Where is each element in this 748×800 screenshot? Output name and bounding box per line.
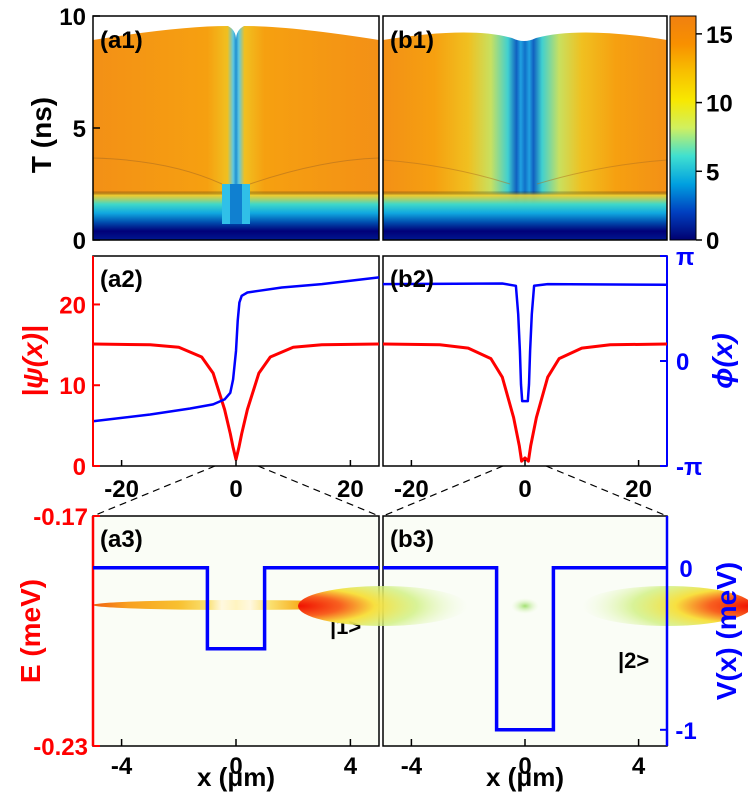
- a2-x-tick-label: -20: [104, 476, 139, 503]
- spectrum-b3-center-spot: [511, 598, 539, 614]
- plot-a2-left-tick-label: 10: [59, 373, 86, 400]
- spectrum-a3-frame: [92, 515, 380, 747]
- spectrum-a3-x-axis-label: x (μm): [197, 762, 275, 792]
- zoom-guides: [92, 465, 668, 517]
- zoom-guide-line: [257, 465, 380, 517]
- heatmap-a1-tick-label: 0: [73, 228, 86, 255]
- colorbar-tick-label: 5: [706, 159, 719, 186]
- heatmap-a1-y-ticks: 0 5 10: [59, 4, 100, 255]
- spectrum-b3-x-axis-label: x (μm): [486, 762, 564, 792]
- spectrum-b3-left-lobe: [298, 586, 468, 626]
- plot-a2-left-tick-label: 20: [59, 292, 86, 319]
- a2-series-right: [92, 276, 380, 423]
- heatmap-b1-bottom-layer: [383, 16, 667, 240]
- colorbar-ticks: 0 5 10 15: [696, 22, 733, 255]
- zoom-guide-line: [92, 465, 216, 517]
- spectrum-a3-x-ticks: -4 0 4: [111, 739, 358, 780]
- plot-b2-right-tick-label: 0: [676, 349, 689, 376]
- panel-label-a3: (a3): [100, 526, 143, 553]
- a3-x-tick-label: -4: [111, 753, 133, 780]
- spectrum-a3-left-tick-label: -0.23: [33, 734, 88, 761]
- heatmap-b1-trace: [383, 159, 511, 185]
- a2-x-tick-label: 0: [229, 476, 242, 503]
- plot-b2-series: [382, 282, 668, 463]
- plot-b2-right-ticks: -π 0 π: [660, 244, 702, 481]
- spectrum-b3-right-tick-label: 0: [679, 556, 692, 583]
- panel-a1: (a1) 0 5 10 T (ns): [26, 4, 380, 255]
- plot-b2-frame: [382, 255, 668, 467]
- heatmap-b1-trace: [536, 159, 667, 185]
- panel-a2: 0 10 20 -20 0 20 (a2) |ψ(x)|: [17, 255, 380, 503]
- colorbar-tick-label: 10: [706, 91, 733, 118]
- colorbar-gradient: [669, 15, 697, 241]
- spectrum-b3-frame: [382, 515, 668, 747]
- heatmap-a1-trace: [93, 157, 223, 185]
- spectrum-a3-left-ticks: -0.23 -0.17: [33, 504, 100, 761]
- zoom-guide-line: [545, 465, 668, 517]
- b2-x-tick-label: 0: [518, 476, 531, 503]
- colorbar-tick-label: 15: [706, 22, 733, 49]
- b3-x-tick-label: 0: [518, 753, 531, 780]
- panel-b2: -π 0 π -20 0 20 (b2) ϕ(x): [382, 244, 738, 503]
- plot-b2-right-axis-label: ϕ(x): [707, 333, 738, 388]
- spectrum-b3-right-ticks: -1 0: [660, 556, 697, 745]
- zoom-guide-line: [382, 465, 504, 517]
- panel-label-a2: (a2): [100, 266, 143, 293]
- plot-a2-left-tick-label: 0: [73, 454, 86, 481]
- spectrum-b3-right-tick-label: -1: [675, 718, 696, 745]
- plot-a2-x-ticks: -20 0 20: [104, 460, 364, 503]
- spectrum-b3-x-ticks: -4 0 4: [401, 739, 646, 780]
- panel-b3: -1 0 -4 0 4 (b3) |2> V(x) (meV) x (μm): [298, 515, 748, 792]
- heatmap-a1-trace: [249, 157, 379, 185]
- plot-b2-right-tick-label: -π: [676, 454, 702, 481]
- b3-potential-line: [383, 566, 667, 732]
- b3-x-tick-label: 4: [632, 753, 646, 780]
- plot-b2-x-ticks: -20 0 20: [394, 460, 652, 503]
- a2-x-tick-label: 20: [337, 476, 364, 503]
- heatmap-a1-tick-label: 5: [73, 116, 86, 143]
- potential-a3: [93, 566, 379, 651]
- b2-x-tick-label: 20: [625, 476, 652, 503]
- panel-label-b3: (b3): [390, 526, 434, 553]
- heatmap-a1-y-axis-label: T (ns): [26, 97, 57, 173]
- panel-a3: -0.23-0.17 -4 0 4 (a3) |1> E (meV) x (μm): [15, 504, 380, 792]
- a3-potential-line: [93, 566, 379, 651]
- a3-x-tick-label: 0: [229, 753, 242, 780]
- spectrum-a3-left-tick-label: -0.17: [33, 504, 88, 531]
- colorbar-tick-label: 0: [706, 228, 719, 255]
- b2-series-left: [382, 342, 668, 463]
- plot-a2-left-axis-label: |ψ(x)|: [17, 325, 48, 397]
- spectrum-b3-right-axis-label: V(x) (meV): [711, 562, 742, 700]
- b2-x-tick-label: -20: [394, 476, 429, 503]
- a3-x-tick-label: 4: [344, 753, 358, 780]
- heatmap-b1-frame: [382, 15, 668, 241]
- b3-x-tick-label: -4: [401, 753, 423, 780]
- spectrum-a3-y-axis-label: E (meV): [15, 579, 46, 683]
- panel-label-b1: (b1): [390, 27, 434, 54]
- panel-b1: (b1): [382, 15, 668, 241]
- panel-label-a1: (a1): [100, 27, 143, 54]
- plot-a2-left-ticks: 0 10 20: [59, 256, 100, 481]
- panel-label-b2: (b2): [390, 266, 434, 293]
- spectrum-b3-right-lobe: [582, 586, 748, 626]
- potential-b3: [383, 566, 667, 732]
- state-label-b3: |2>: [618, 648, 649, 673]
- heatmap-a1-core-inner: [230, 184, 242, 224]
- plot-b2-right-tick-label: π: [676, 244, 694, 271]
- heatmap-a1-tick-label: 10: [59, 4, 86, 31]
- a2-series-left: [92, 342, 380, 461]
- colorbar: 0 5 10 15: [669, 15, 733, 255]
